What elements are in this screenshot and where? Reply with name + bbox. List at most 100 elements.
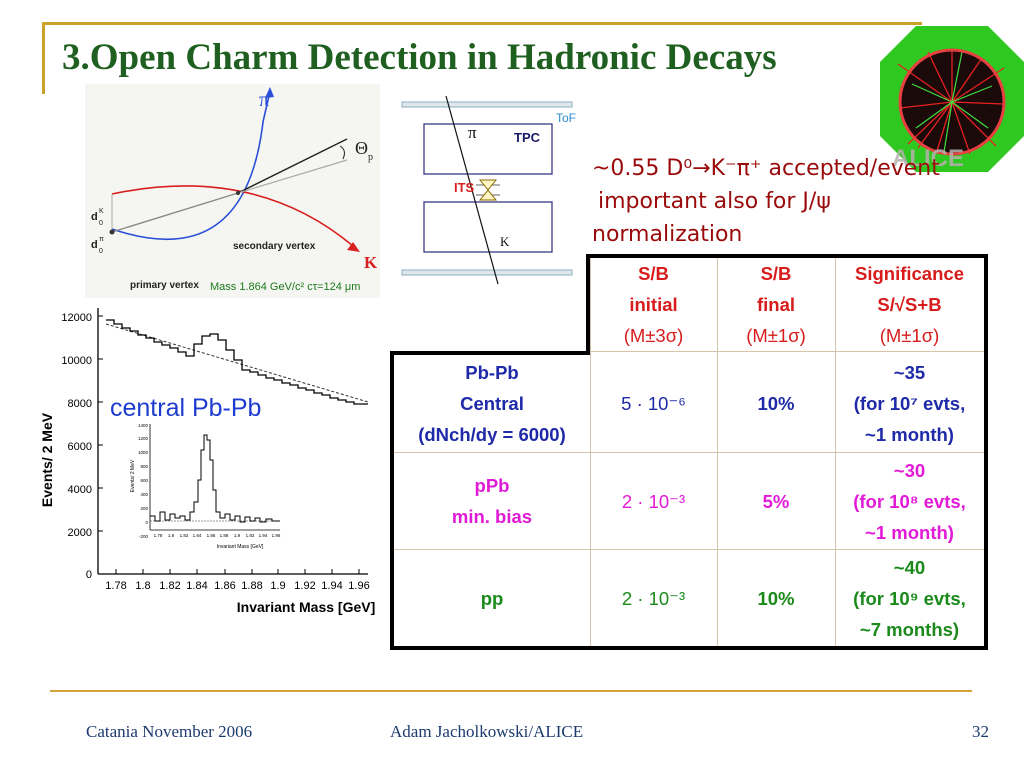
tpc-box: [423, 123, 553, 175]
inset-ytick-label: 1200: [138, 436, 149, 441]
ytick-label: 0: [86, 569, 92, 581]
inset-y-label: Events/ 2 MeV: [130, 459, 136, 492]
row-pp-initial: 2 · 10⁻³: [621, 587, 686, 609]
xtick-label: 1.8: [135, 580, 150, 592]
primary-vertex-label: primary vertex: [130, 280, 199, 291]
track-pi-label: π: [468, 123, 477, 142]
xtick-label: 1.9: [270, 580, 285, 592]
row-pbpb-initial: 5 · 10⁻⁶: [621, 393, 686, 414]
inset-ytick-label: 1400: [138, 423, 149, 428]
d0k-label: d: [91, 211, 98, 223]
extrapolation-line: [237, 159, 348, 194]
tpc-label: TPC: [514, 130, 541, 145]
inset-xtick-label: 1.82: [180, 533, 189, 538]
inset-xtick-label: 1.96: [272, 533, 281, 538]
x-axis-label: Invariant Mass [GeV]: [237, 599, 376, 615]
xtick-label: 1.96: [348, 580, 369, 592]
xtick-label: 1.78: [105, 580, 126, 592]
d0pi-label: d: [91, 239, 98, 251]
inset-xtick-label: 1.8: [168, 533, 175, 538]
pi-label: π: [259, 89, 269, 111]
title-frame-top: [42, 22, 922, 25]
mass-label: Mass 1.864 GeV/c² cτ=124 μm: [210, 281, 360, 293]
invariant-mass-plot: 0 2000 4000 6000 8000 10000 12000 1.78 1…: [39, 308, 376, 615]
pion-track: [111, 91, 271, 241]
ytick-label: 6000: [68, 441, 92, 453]
row-ppb-name: pPb min. bias: [451, 475, 533, 527]
header-significance: Significance S/√S+B (M±1σ): [855, 263, 964, 346]
inset-ytick-label: 400: [140, 492, 148, 497]
footer-center: Adam Jacholkowski/ALICE: [390, 722, 584, 741]
inset-ytick-label: 1000: [138, 450, 149, 455]
inset-signal-histogram: [150, 434, 280, 523]
its-label: ITS: [454, 180, 475, 195]
inset-xtick-label: 1.92: [246, 533, 255, 538]
track-k-label: K: [500, 234, 510, 249]
inset-xtick-label: 1.9: [234, 533, 241, 538]
inset-xtick-label: 1.94: [259, 533, 268, 538]
secondary-vertex-label: secondary vertex: [233, 241, 316, 252]
plot-panel-label: central Pb-Pb: [110, 394, 261, 422]
kaon-arrowhead: [347, 242, 360, 252]
acceptance-note: ~0.55 D⁰→K⁻π⁺ accepted/event important a…: [592, 152, 940, 251]
k-label: K: [364, 253, 378, 272]
inset-ytick-label: 800: [140, 464, 148, 469]
svg-text:ALICE: ALICE: [892, 145, 964, 172]
y-axis-label: Events/ 2 MeV: [39, 412, 55, 507]
row-pbpb-significance: ~35 (for 10⁷ evts, ~1 month): [853, 362, 966, 445]
decay-topology-diagram: π Θ p d K 0 d π 0 secondary vertex prima…: [85, 84, 380, 298]
title-frame-left: [42, 22, 45, 94]
tof-label: ToF: [556, 111, 576, 125]
row-ppb-significance: ~30 (for 10⁸ evts, ~1 month): [853, 459, 966, 543]
note-line-1: ~0.55 D⁰→K⁻π⁺ accepted/event: [592, 156, 940, 181]
track: [445, 95, 499, 285]
footer-divider: [50, 690, 972, 692]
pion-arrowhead: [265, 87, 274, 98]
tpc-box-lower: [423, 201, 553, 253]
row-pp-name: pp: [480, 587, 504, 609]
inset-xtick-label: 1.86: [207, 533, 216, 538]
theta-label: Θ: [355, 138, 368, 158]
secondary-vertex-dot: [236, 191, 240, 195]
note-line-3: normalization: [592, 222, 743, 247]
d0pi-sub: 0: [99, 248, 103, 255]
xtick-label: 1.86: [214, 580, 235, 592]
d0pi-sup: π: [99, 236, 104, 243]
note-line-2: important also for J/ψ: [598, 189, 831, 214]
header-sb-initial: S/B initial (M±3σ): [623, 263, 684, 346]
kaon-track: [111, 185, 354, 247]
xtick-label: 1.88: [241, 580, 262, 592]
inset-xtick-label: 1.84: [193, 533, 202, 538]
theta-sub: p: [368, 152, 373, 163]
inset-x-label: Invariant Mass [GeV]: [217, 544, 264, 550]
d0k-sub: 0: [99, 220, 103, 227]
d0k-sup: K: [99, 208, 104, 215]
page-number: 32: [972, 722, 989, 741]
ytick-label: 8000: [68, 398, 92, 410]
pointing-line: [237, 138, 348, 194]
results-table: S/B initial (M±3σ) S/B final (M±1σ) Signific…: [390, 254, 988, 650]
row-pp-significance: ~40 (for 10⁹ evts, ~7 months): [853, 556, 966, 640]
inset-ytick-label: 600: [140, 478, 148, 483]
xtick-label: 1.92: [294, 580, 315, 592]
d-meson-flight-path: [111, 192, 239, 233]
header-sb-final: S/B final (M±1σ): [746, 263, 806, 346]
row-pbpb-name: Pb-Pb Central (dNch/dy = 6000): [418, 362, 566, 445]
ytick-label: 10000: [61, 355, 92, 367]
row-pp-final: 10%: [757, 587, 795, 609]
xtick-label: 1.82: [159, 580, 180, 592]
xtick-label: 1.84: [186, 580, 207, 592]
inset-ytick-label: 200: [140, 506, 148, 511]
ytick-label: 12000: [61, 312, 92, 324]
inset-ytick-label: 0: [145, 520, 148, 525]
detector-diagram: ToF TPC ITS π K: [401, 95, 576, 285]
inset-xtick-label: 1.88: [220, 533, 229, 538]
slide-title: 3.Open Charm Detection in Hadronic Decay…: [62, 37, 777, 78]
alice-logo: ALICE: [880, 26, 1024, 172]
ytick-label: 4000: [68, 484, 92, 496]
row-ppb-final: 5%: [762, 490, 790, 512]
its-symbol: [478, 179, 498, 201]
mass-histogram: [106, 319, 368, 405]
row-pbpb-final: 10%: [757, 393, 795, 414]
ytick-label: 2000: [68, 527, 92, 539]
